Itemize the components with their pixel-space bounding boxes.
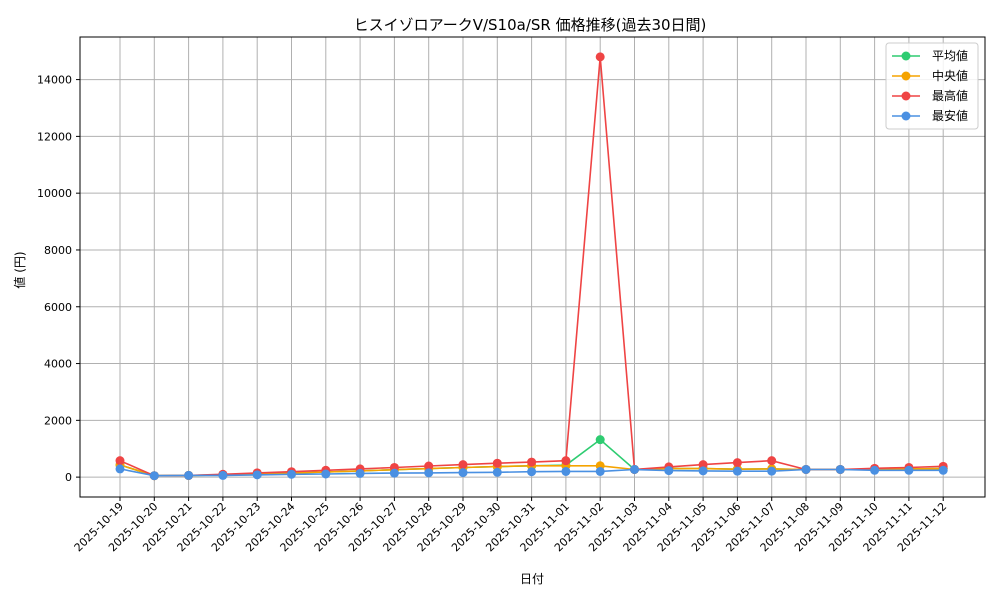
data-point — [389, 468, 399, 478]
x-axis-ticks: 2025-10-192025-10-202025-10-212025-10-22… — [72, 497, 949, 554]
legend-item: 最安値 — [892, 108, 968, 123]
y-tick-label: 14000 — [37, 74, 72, 87]
data-point — [184, 470, 194, 480]
data-point — [149, 471, 159, 481]
data-point — [492, 467, 502, 477]
data-point — [767, 456, 777, 466]
data-point — [355, 468, 365, 478]
data-point — [698, 460, 708, 470]
data-point — [424, 468, 434, 478]
legend-item: 平均値 — [892, 48, 968, 63]
data-point — [938, 465, 948, 475]
data-point — [732, 458, 742, 468]
data-point — [458, 460, 468, 470]
data-point — [527, 457, 537, 467]
data-point — [561, 456, 571, 466]
y-axis-label: 値 (円) — [12, 251, 27, 288]
y-tick-label: 8000 — [44, 244, 72, 257]
data-point — [698, 466, 708, 476]
data-point — [115, 456, 125, 466]
data-point — [801, 464, 811, 474]
legend-marker — [901, 111, 911, 121]
data-point — [664, 466, 674, 476]
data-point — [115, 464, 125, 474]
legend-label: 中央値 — [932, 68, 968, 83]
data-point — [321, 469, 331, 479]
data-point — [732, 466, 742, 476]
legend-label: 最安値 — [932, 108, 968, 123]
data-point — [561, 466, 571, 476]
data-point — [835, 464, 845, 474]
chart-title: ヒスイゾロアークV/S10a/SR 価格推移(過去30日間) — [354, 16, 707, 34]
data-point — [630, 464, 639, 474]
data-point — [527, 467, 537, 477]
data-point — [424, 461, 434, 471]
y-tick-label: 4000 — [44, 358, 72, 371]
data-point — [492, 458, 502, 468]
x-axis-label: 日付 — [520, 572, 544, 586]
legend-marker — [901, 91, 911, 101]
legend-box — [885, 42, 979, 130]
y-tick-label: 0 — [65, 471, 72, 484]
legend-item: 中央値 — [892, 68, 968, 83]
y-tick-label: 12000 — [37, 130, 72, 143]
plot-frame — [79, 36, 986, 498]
data-point — [595, 466, 605, 476]
y-axis-ticks: 0 2000 4000 6000 8000 10000 12000 14000 — [37, 74, 80, 484]
data-point — [252, 470, 262, 480]
data-point — [458, 468, 468, 478]
data-point — [767, 466, 777, 476]
data-point — [218, 470, 228, 480]
data-point — [870, 465, 880, 475]
grid-lines — [80, 37, 985, 497]
series-4 — [115, 464, 948, 481]
legend-label: 平均値 — [932, 48, 968, 63]
series-lines — [115, 52, 948, 481]
data-point — [595, 52, 605, 62]
y-tick-label: 10000 — [37, 187, 72, 200]
legend-label: 最高値 — [932, 88, 968, 103]
data-point — [287, 469, 296, 479]
legend-marker — [901, 71, 911, 81]
legend-item: 最高値 — [892, 88, 968, 103]
legend-marker — [901, 51, 911, 61]
y-tick-label: 2000 — [44, 414, 72, 427]
y-tick-label: 6000 — [44, 301, 72, 314]
data-point — [595, 435, 605, 445]
data-point — [904, 465, 914, 475]
